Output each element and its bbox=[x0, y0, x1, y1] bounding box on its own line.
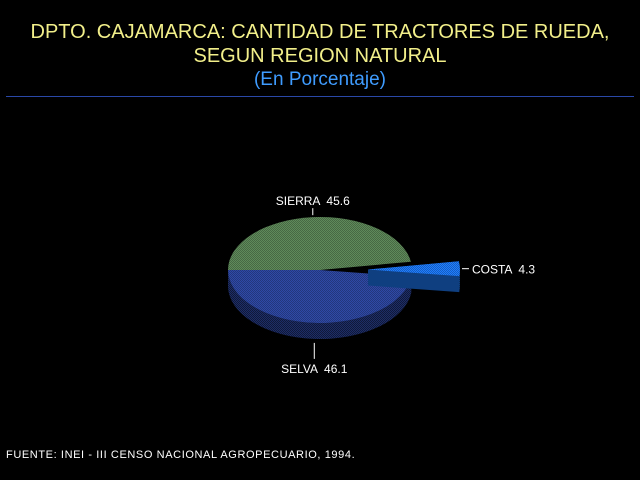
chart-subtitle: (En Porcentaje) bbox=[253, 69, 386, 90]
pie-label-costa: COSTA 4.3 bbox=[472, 263, 535, 277]
pie-cut-face-costa-1 bbox=[367, 269, 460, 293]
pie-label-sierra: SIERRA 45.6 bbox=[276, 194, 350, 208]
pie-top-texture-costa bbox=[367, 261, 460, 277]
pie-top-texture-sierra bbox=[228, 216, 411, 270]
title-divider bbox=[6, 96, 634, 97]
pie-slice-costa bbox=[367, 261, 460, 293]
chart-title-block: DPTO. CAJAMARCA: CANTIDAD DE TRACTORES D… bbox=[0, 20, 640, 91]
pie-side-texture-selva bbox=[228, 270, 412, 340]
pie-label-selva: SELVA 46.1 bbox=[281, 362, 348, 376]
source-note: FUENTE: INEI - III CENSO NACIONAL AGROPE… bbox=[6, 449, 356, 461]
pie-slice-sierra bbox=[228, 216, 411, 270]
pie-side-texture-costa bbox=[459, 269, 460, 293]
chart-title-line-1: DPTO. CAJAMARCA: CANTIDAD DE TRACTORES D… bbox=[30, 21, 610, 43]
chart-title-line-2: SEGUN REGION NATURAL bbox=[193, 45, 447, 67]
pie-top-texture-selva bbox=[228, 270, 412, 324]
pie-slice-selva bbox=[228, 270, 412, 340]
